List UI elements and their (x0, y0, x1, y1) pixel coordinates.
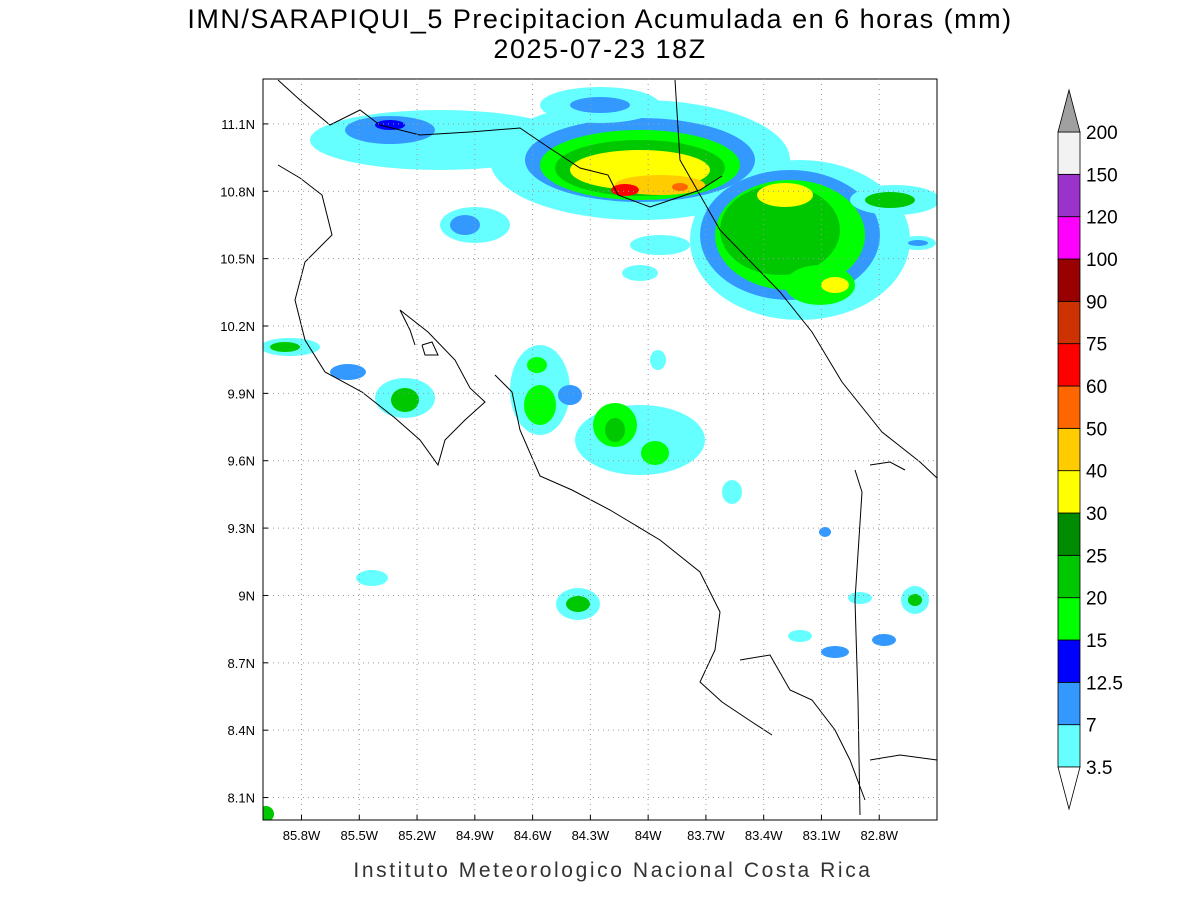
map-subtitle: 2025-07-23 18Z (493, 34, 706, 64)
map-title: IMN/SARAPIQUI_5 Precipitacion Acumulada … (187, 4, 1012, 34)
colorbar-box (1057, 681, 1081, 726)
colorbar-label: 50 (1086, 419, 1107, 440)
colorbar-label: 60 (1086, 377, 1107, 398)
colorbar-label: 75 (1086, 335, 1107, 356)
colorbar-over (1057, 88, 1081, 133)
colorbar-label: 7 (1086, 716, 1097, 737)
colorbar-box (1057, 597, 1081, 641)
colorbar-label: 150 (1086, 165, 1118, 186)
colorbar-box (1057, 216, 1081, 260)
colorbar-label: 90 (1086, 292, 1107, 313)
colorbar-box (1057, 385, 1081, 429)
footer: Instituto Meteorologico Nacional Costa R… (353, 859, 872, 882)
colorbar-box (1057, 173, 1081, 218)
colorbar-box (1057, 300, 1081, 345)
x-tick-label: 85.2W (398, 828, 436, 843)
colorbar-label: 20 (1086, 589, 1107, 610)
colorbar-box (1057, 554, 1081, 599)
colorbar-label: 120 (1086, 208, 1118, 229)
y-tick-label: 11.1N (221, 117, 255, 132)
colorbar-box (1057, 427, 1081, 472)
x-tick-label: 84.6W (514, 828, 552, 843)
x-tick-label: 84.3W (572, 828, 610, 843)
colorbar-label: 25 (1086, 546, 1107, 567)
y-tick-label: 8.1N (228, 791, 255, 806)
y-tick-label: 9.9N (228, 386, 255, 401)
y-tick-label: 10.2N (220, 319, 255, 334)
colorbar-box (1057, 343, 1081, 387)
x-tick-label: 83.4W (745, 828, 783, 843)
colorbar-box (1057, 131, 1081, 175)
colorbar-box (1057, 724, 1081, 768)
map-frame (262, 78, 938, 821)
x-tick-label: 82.8W (860, 828, 898, 843)
x-tick-label: 83.1W (803, 828, 841, 843)
coastlines (277, 79, 938, 816)
colorbar-label: 3.5 (1086, 758, 1112, 779)
precip-field (263, 87, 937, 820)
colorbar-label: 100 (1086, 250, 1118, 271)
y-tick-label: 9N (238, 588, 255, 603)
colorbar-label: 40 (1086, 462, 1107, 483)
colorbar-under (1057, 766, 1081, 811)
y-tick-label: 8.4N (228, 723, 255, 738)
colorbar-box (1057, 639, 1081, 683)
y-tick-label: 9.3N (228, 521, 255, 536)
colorbar-box (1057, 258, 1081, 302)
y-tick-label: 10.8N (220, 184, 255, 199)
colorbar-label: 30 (1086, 504, 1107, 525)
x-tick-label: 85.8W (283, 828, 321, 843)
y-tick-label: 10.5N (220, 252, 255, 267)
colorbar-label: 12.5 (1086, 673, 1123, 694)
colorbar-label: 15 (1086, 631, 1107, 652)
x-tick-label: 84W (635, 828, 662, 843)
colorbar-box (1057, 512, 1081, 556)
colorbar-box (1057, 470, 1081, 514)
x-tick-label: 84.9W (456, 828, 494, 843)
y-tick-label: 8.7N (228, 656, 255, 671)
y-tick-label: 9.6N (228, 454, 255, 469)
precip-blobs (263, 87, 937, 820)
colorbar-label: 200 (1086, 123, 1118, 144)
x-tick-label: 85.5W (340, 828, 378, 843)
x-tick-label: 83.7W (687, 828, 725, 843)
